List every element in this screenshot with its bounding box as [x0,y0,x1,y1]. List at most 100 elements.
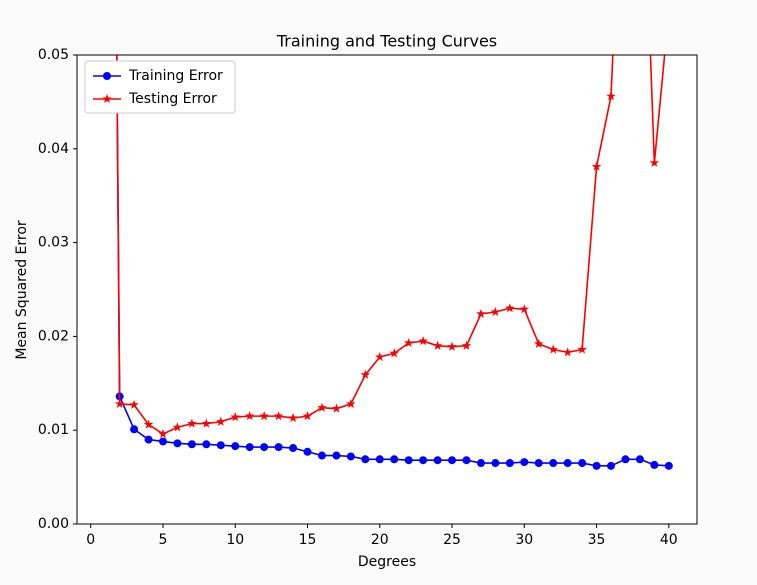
data-point [649,157,660,167]
y-tick-label: 0.05 [38,47,69,63]
data-point [389,348,399,358]
data-point [577,344,587,354]
plot-area [77,55,697,524]
data-point [230,412,241,422]
data-point [114,398,125,408]
x-tick-label: 35 [588,532,606,548]
data-point [664,461,673,470]
y-tick-label: 0.00 [38,516,69,532]
x-tick-label: 40 [660,532,678,548]
data-point [187,440,196,449]
data-point [578,459,587,468]
data-point [505,459,514,468]
data-point [520,458,529,467]
data-point [173,439,182,448]
data-point [403,337,414,348]
data-point [346,452,355,461]
data-point [129,399,139,409]
data-point [606,91,616,101]
plot-marks [114,55,673,470]
data-point [346,398,356,408]
data-point [375,455,384,464]
data-point [563,459,572,468]
data-point [361,455,370,464]
data-point [260,443,269,452]
x-tick-label: 0 [86,532,95,548]
data-point [144,435,153,444]
data-point [331,403,342,413]
data-point [259,411,269,421]
data-point [130,425,139,434]
data-point [621,455,630,464]
legend-marker [102,94,112,104]
data-point [289,444,298,453]
data-point [244,411,255,421]
data-point [419,456,428,465]
data-point [491,459,500,468]
data-point [562,347,573,357]
data-point [143,419,154,429]
data-point [158,437,167,446]
data-point [375,352,385,362]
data-point [187,418,197,428]
data-point [519,304,530,314]
data-point [202,440,211,449]
data-point [548,344,558,354]
data-point [533,338,544,348]
y-tick-label: 0.03 [38,235,69,251]
y-tick-label: 0.02 [38,328,69,344]
data-point [549,459,558,468]
data-point [418,336,428,346]
data-point [534,459,543,468]
data-point [231,442,240,451]
data-point [448,456,457,465]
data-point [432,340,443,350]
data-point [317,451,326,460]
series-line [116,55,669,467]
data-point [505,303,515,313]
data-point [476,308,486,318]
x-tick-label: 15 [299,532,317,548]
data-point [158,428,168,438]
legend-label: Training Error [128,68,223,84]
data-point [461,340,472,350]
data-point [317,402,327,412]
data-point [476,459,485,468]
data-point [404,456,413,465]
legend-label: Testing Error [128,91,217,107]
x-axis-label: Degrees [358,554,416,570]
data-point [360,369,371,379]
data-point [462,456,471,465]
data-point [390,455,399,464]
x-tick-label: 5 [159,532,168,548]
data-point [592,461,601,470]
data-point [607,461,616,470]
data-point [273,411,284,421]
data-point [216,441,225,450]
data-point [447,341,457,351]
y-tick-label: 0.04 [38,141,69,157]
y-axis-label: Mean Squared Error [14,220,30,360]
y-tick-label: 0.01 [38,422,69,438]
x-tick-label: 20 [371,532,389,548]
data-point [274,443,283,452]
data-point [332,451,341,460]
data-point [288,413,298,423]
data-point [650,460,659,469]
data-point [303,447,312,456]
x-tick-label: 30 [515,532,533,548]
data-point [433,456,442,465]
data-point [245,443,254,452]
data-point [172,422,183,432]
data-point [490,307,501,317]
series-line [115,55,666,435]
data-point [591,161,602,171]
data-point [216,416,226,426]
data-point [302,411,313,421]
chart-title: Training and Testing Curves [276,32,497,51]
x-tick-label: 25 [443,532,461,548]
data-point [635,455,644,464]
data-point [201,418,212,428]
axes-frame [76,54,698,525]
